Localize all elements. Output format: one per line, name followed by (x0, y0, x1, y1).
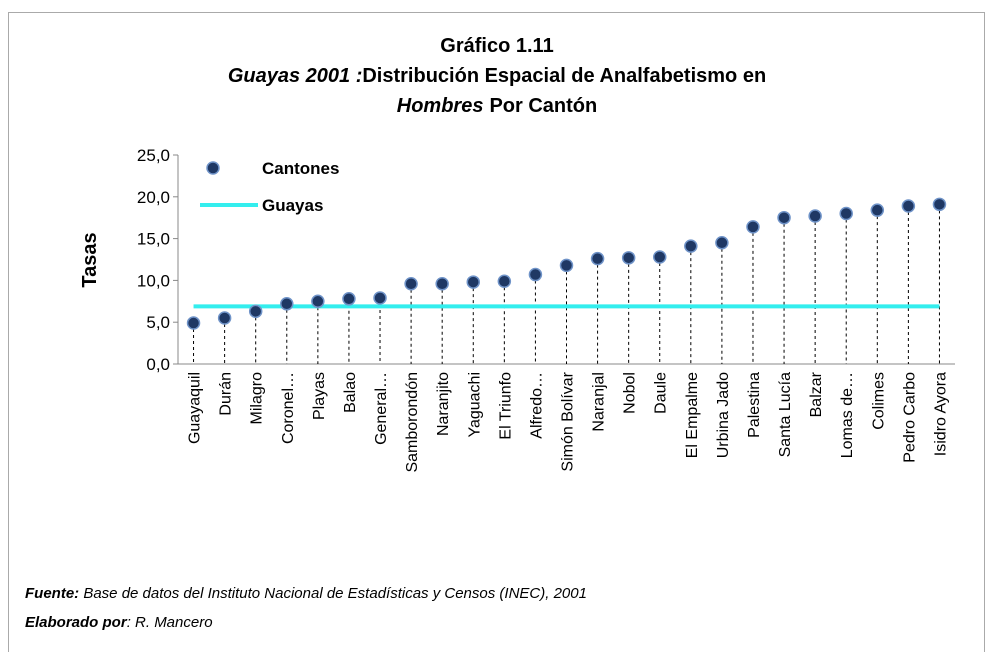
point (870, 203, 885, 217)
x-tick-label: Balao (342, 372, 359, 413)
chart-title: Gráfico 1.11 (440, 35, 553, 57)
x-tick-label: Alfredo… (528, 372, 545, 439)
subtitle-line: Guayas 2001 :Distribución Espacial de An… (228, 65, 766, 87)
x-tick-label: Playas (311, 372, 328, 420)
legend-marker (206, 161, 220, 175)
note: Fuente: Base de datos del Instituto Naci… (25, 585, 587, 602)
x-tick-label: General… (373, 372, 390, 445)
x-tick-label: Durán (218, 372, 235, 416)
subtitle-part: Hombres (397, 95, 484, 117)
x-tick-label: Pedro Carbo (901, 372, 918, 463)
frame (8, 12, 985, 652)
point (248, 304, 263, 319)
point (746, 220, 760, 234)
y-tick-label: 15,0 (137, 230, 170, 249)
x-tick-label: Yaguachi (466, 372, 483, 438)
note-text: : R. Mancero (127, 614, 213, 631)
y-axis-label: Tasas (79, 232, 101, 287)
point (497, 274, 512, 288)
x-tick-label: El Empalme (684, 372, 701, 458)
y-tick-label: 20,0 (137, 188, 170, 207)
x-tick-label: Naranjal (591, 372, 608, 432)
point (311, 294, 325, 309)
y-tick-label: 25,0 (137, 146, 170, 165)
x-tick-label: Milagro (249, 372, 266, 425)
point (590, 251, 605, 266)
point (466, 275, 481, 289)
subtitle-part: Guayas 2001 : (228, 65, 363, 87)
point (808, 209, 822, 223)
point (342, 292, 356, 306)
x-tick-label: Santa Lucía (777, 372, 794, 458)
point (528, 267, 543, 282)
x-tick-label: Balzar (808, 371, 825, 417)
y-tick-label: 10,0 (137, 271, 170, 290)
x-tick-label: Colimes (870, 372, 887, 430)
point (932, 197, 947, 212)
point (901, 199, 916, 213)
y-tick-label: 0,0 (146, 355, 170, 374)
subtitle-line: Hombres Por Cantón (397, 95, 597, 117)
point (715, 236, 729, 250)
x-tick-label: Simón Bolívar (560, 371, 577, 471)
x-tick-label: Palestina (746, 372, 763, 438)
note-label: Elaborado por (25, 614, 128, 631)
legend-label: Cantones (262, 159, 339, 178)
x-tick-label: Nobol (622, 372, 639, 414)
x-tick-label: Guayaquil (187, 372, 204, 444)
x-tick-label: Daule (653, 372, 670, 414)
point (280, 297, 294, 311)
point (559, 258, 574, 273)
point (621, 251, 636, 265)
subtitle-part: Distribución Espacial de Analfabetismo e… (362, 65, 766, 87)
point (839, 206, 853, 221)
point (684, 239, 698, 253)
point (217, 311, 232, 325)
x-tick-label: Naranjito (435, 372, 452, 436)
note: Elaborado por: R. Mancero (25, 614, 213, 631)
x-tick-label: Samborondón (404, 372, 421, 473)
y-tick-label: 5,0 (146, 313, 170, 332)
point (652, 250, 667, 264)
note-text: Base de datos del Instituto Nacional de … (79, 585, 587, 602)
x-tick-label: El Triunfo (497, 372, 514, 440)
subtitle-part: Por Cantón (489, 95, 597, 117)
point (777, 210, 791, 225)
legend-label: Guayas (262, 196, 323, 215)
x-tick-label: Coronel… (280, 372, 297, 444)
x-tick-label: Lomas de… (839, 372, 856, 458)
point (373, 291, 387, 305)
note-label: Fuente: (25, 585, 79, 602)
point (404, 276, 418, 291)
point (186, 316, 201, 330)
point (435, 276, 449, 291)
x-tick-label: Urbina Jado (715, 372, 732, 458)
x-tick-label: Isidro Ayora (932, 372, 949, 456)
